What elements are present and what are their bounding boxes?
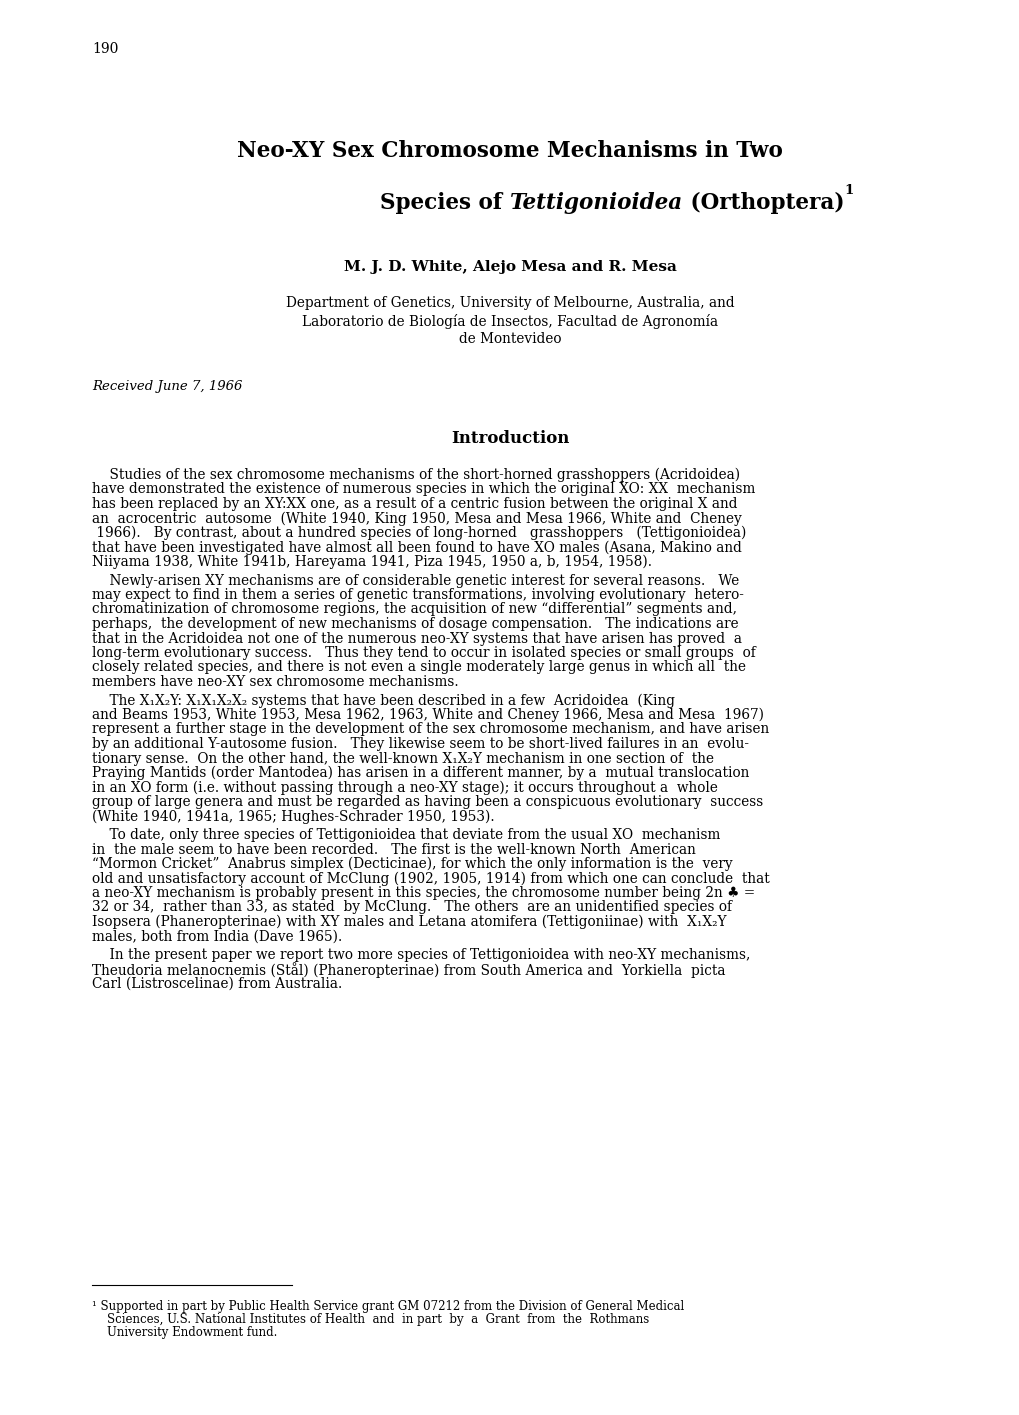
Text: perhaps,  the development of new mechanisms of dosage compensation.   The indica: perhaps, the development of new mechanis… (92, 617, 738, 631)
Text: Studies of the sex chromosome mechanisms of the short-horned grasshoppers (Acrid: Studies of the sex chromosome mechanisms… (92, 468, 740, 483)
Text: in an XO form (i.e. without passing through a neo-XY stage); it occurs throughou: in an XO form (i.e. without passing thro… (92, 781, 717, 795)
Text: The X₁X₂Y: X₁X₁X₂X₂ systems that have been described in a few  Acridoidea  (King: The X₁X₂Y: X₁X₁X₂X₂ systems that have be… (92, 693, 675, 708)
Text: University Endowment fund.: University Endowment fund. (92, 1326, 277, 1339)
Text: that in the Acridoidea not one of the numerous neo-XY systems that have arisen h: that in the Acridoidea not one of the nu… (92, 631, 741, 645)
Text: “Mormon Cricket”  ​Anabrus simplex​ (Decticinae), for which the only information: “Mormon Cricket” ​Anabrus simplex​ (Dect… (92, 857, 732, 872)
Text: 190: 190 (92, 42, 118, 57)
Text: ​Theudoria melanocnemis​ (Stål) (Phaneropterinae) from South America and  ​Yorki: ​Theudoria melanocnemis​ (Stål) (Phanero… (92, 962, 725, 978)
Text: that have been investigated have almost all been found to have XO males (Asana, : that have been investigated have almost … (92, 541, 741, 555)
Text: group of large genera and must be regarded as having been a conspicuous evolutio: group of large genera and must be regard… (92, 795, 762, 809)
Text: Praying Mantids (order Mantodea) has arisen in a different manner, by a  mutual : Praying Mantids (order Mantodea) has ari… (92, 766, 749, 781)
Text: long-term evolutionary success.   Thus they tend to occur in isolated species or: long-term evolutionary success. Thus the… (92, 647, 755, 659)
Text: ¹ Supported in part by Public Health Service grant GM 07212 from the Division of: ¹ Supported in part by Public Health Ser… (92, 1300, 684, 1313)
Text: M. J. D. White, Alejo Mesa and R. Mesa: M. J. D. White, Alejo Mesa and R. Mesa (343, 260, 676, 275)
Text: closely related species, and there is not even a single moderately large genus i: closely related species, and there is no… (92, 661, 745, 675)
Text: ​Isopsera​ (Phaneropterinae) with XY males and ​Letana atomifera​ (Tettigoniinae: ​Isopsera​ (Phaneropterinae) with XY mal… (92, 916, 726, 930)
Text: old and unsatisfactory account of McClung (1902, 1905, 1914) from which one can : old and unsatisfactory account of McClun… (92, 872, 769, 886)
Text: may expect to find in them a series of genetic transformations, involving evolut: may expect to find in them a series of g… (92, 589, 743, 601)
Text: Carl (Listroscelinae) from Australia.: Carl (Listroscelinae) from Australia. (92, 976, 342, 990)
Text: members have neo-XY sex chromosome mechanisms.: members have neo-XY sex chromosome mecha… (92, 675, 459, 689)
Text: a neo-XY mechanism is probably present in this species, the chromosome number be: a neo-XY mechanism is probably present i… (92, 886, 754, 900)
Text: has been replaced by an XY:XX one, as a result of a centric fusion between the o: has been replaced by an XY:XX one, as a … (92, 497, 737, 511)
Text: 32 or 34,  rather than 33, as stated  by McClung.   The others  are an unidentif: 32 or 34, rather than 33, as stated by M… (92, 900, 732, 914)
Text: an  acrocentric  autosome  (White 1940, King 1950, Mesa and Mesa 1966, White and: an acrocentric autosome (White 1940, Kin… (92, 511, 741, 526)
Text: chromatinization of chromosome regions, the acquisition of new “differential” se: chromatinization of chromosome regions, … (92, 603, 737, 617)
Text: have demonstrated the existence of numerous species in which the original XO: XX: have demonstrated the existence of numer… (92, 483, 755, 497)
Text: 1: 1 (844, 184, 853, 197)
Text: In the present paper we report two more species of Tettigonioidea with neo-XY me: In the present paper we report two more … (92, 948, 750, 962)
Text: and Beams 1953, White 1953, Mesa 1962, 1963, White and Cheney 1966, Mesa and Mes: and Beams 1953, White 1953, Mesa 1962, 1… (92, 708, 763, 723)
Text: Sciences, U.S. National Institutes of Health  and  in part  by  a  Grant  from  : Sciences, U.S. National Institutes of He… (92, 1313, 649, 1326)
Text: (Orthoptera): (Orthoptera) (683, 192, 844, 214)
Text: represent a further stage in the development of the sex chromosome mechanism, an: represent a further stage in the develop… (92, 723, 768, 736)
Text: tionary sense.  On the other hand, the well-known X₁X₂Y mechanism in one section: tionary sense. On the other hand, the we… (92, 751, 713, 766)
Text: Neo-XY Sex Chromosome Mechanisms in Two: Neo-XY Sex Chromosome Mechanisms in Two (236, 140, 783, 161)
Text: (White 1940, 1941​a​, 1965; Hughes-Schrader 1950, 1953).: (White 1940, 1941​a​, 1965; Hughes-Schra… (92, 809, 494, 824)
Text: 1966).   By contrast, about a hundred species of long-horned   grasshoppers   (T: 1966). By contrast, about a hundred spec… (92, 526, 746, 541)
Text: Laboratorio de Biología de Insectos, Facultad de Agronomía: Laboratorio de Biología de Insectos, Fac… (302, 314, 717, 330)
Text: Department of Genetics, University of Melbourne, Australia, and: Department of Genetics, University of Me… (285, 296, 734, 310)
Text: de Montevideo: de Montevideo (459, 333, 560, 347)
Text: Received June 7, 1966: Received June 7, 1966 (92, 381, 243, 393)
Text: in  the male seem to have been recorded.   The first is the well-known North  Am: in the male seem to have been recorded. … (92, 842, 695, 856)
Text: To date, only three species of Tettigonioidea that deviate from the usual XO  me: To date, only three species of Tettigoni… (92, 828, 719, 842)
Text: Species of: Species of (380, 192, 510, 214)
Text: by an additional Y-autosome fusion.   They likewise seem to be short-lived failu: by an additional Y-autosome fusion. They… (92, 737, 748, 751)
Text: males, both from India (Dave 1965).: males, both from India (Dave 1965). (92, 930, 342, 944)
Text: Niiyama 1938, White 1941b, Hareyama 1941, Piza 1945, 1950 ​a​, ​b​, 1954, 1958).: Niiyama 1938, White 1941b, Hareyama 1941… (92, 555, 651, 569)
Text: Newly-arisen XY mechanisms are of considerable genetic interest for several reas: Newly-arisen XY mechanisms are of consid… (92, 573, 739, 587)
Text: Tettigonioidea: Tettigonioidea (510, 192, 683, 214)
Text: Introduction: Introduction (450, 430, 569, 447)
